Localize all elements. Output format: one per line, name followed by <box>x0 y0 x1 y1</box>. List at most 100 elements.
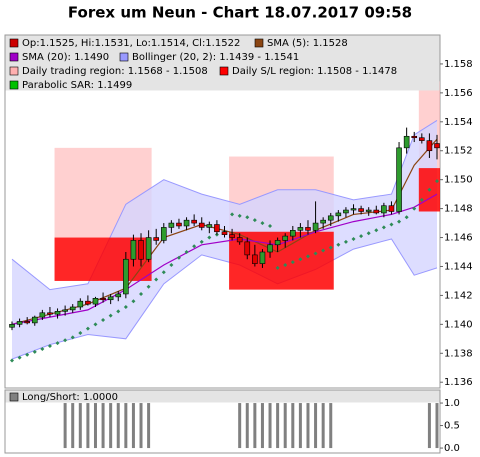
legend-box <box>5 390 440 403</box>
sar-dot <box>63 338 68 343</box>
y-tick-label: 0.5 <box>444 421 460 432</box>
bar <box>314 403 318 449</box>
bar <box>139 403 143 449</box>
candle-body <box>244 241 251 256</box>
legend-label: Parabolic SAR: 1.1499 <box>22 80 132 91</box>
legend-swatch <box>119 52 129 62</box>
candle-body <box>229 234 235 238</box>
y-tick-label: 1.148 <box>444 204 473 215</box>
sar-dot <box>359 234 364 239</box>
candle-body <box>259 251 266 264</box>
sar-dot <box>131 299 136 304</box>
candle-body <box>388 205 395 212</box>
candle-body <box>434 143 440 149</box>
sar-dot <box>268 223 273 228</box>
bar <box>329 403 333 449</box>
legend-swatch <box>219 66 229 76</box>
sar-dot <box>85 326 90 331</box>
y-tick-label: 1.136 <box>444 377 473 388</box>
bar <box>253 403 257 449</box>
candle-body <box>85 300 91 305</box>
chart-title: Forex um Neun - Chart 18.07.2017 09:58 <box>68 4 412 22</box>
candle-body <box>214 224 220 233</box>
candle-body <box>176 222 182 227</box>
sar-dot <box>381 225 386 230</box>
legend-swatch <box>9 66 19 76</box>
sar-dot <box>260 221 265 226</box>
candle-body <box>183 219 190 227</box>
sar-dot <box>343 239 348 244</box>
legend-swatch <box>9 80 19 90</box>
sar-dot <box>419 197 424 202</box>
candle-body <box>77 300 84 308</box>
sar-dot <box>10 358 14 363</box>
sar-dot <box>252 218 257 223</box>
sar-dot <box>397 219 402 224</box>
candle-body <box>373 209 380 214</box>
candle-body <box>31 316 38 324</box>
sar-dot <box>351 236 356 241</box>
candle-body <box>236 237 243 243</box>
bar <box>427 403 431 449</box>
candle-body <box>426 140 433 152</box>
candle-body <box>358 208 364 212</box>
candle-body <box>191 219 197 224</box>
candle-body <box>92 298 99 305</box>
candle-body <box>282 235 289 241</box>
sar-dot <box>237 213 242 218</box>
y-tick-label: 1.140 <box>444 319 473 330</box>
candle-body <box>138 240 144 260</box>
bar <box>276 403 280 449</box>
bar <box>291 403 295 449</box>
candle-body <box>365 209 372 212</box>
candle-body <box>419 137 425 141</box>
candle-body <box>396 147 402 212</box>
sar-dot <box>321 248 326 253</box>
sar-dot <box>305 254 310 259</box>
sar-dot <box>70 335 75 340</box>
bar <box>78 403 82 449</box>
candle-body <box>327 215 334 221</box>
candle-body <box>16 321 23 325</box>
candle-body <box>69 306 76 311</box>
bar <box>101 403 105 449</box>
candle-body <box>252 254 258 264</box>
y-tick-label: 0.0 <box>444 443 460 454</box>
sar-dot <box>283 263 288 268</box>
region <box>229 231 334 290</box>
legend-label: Daily trading region: 1.1568 - 1.1508 <box>22 66 208 77</box>
candle-body <box>221 231 228 235</box>
sar-dot <box>412 206 417 211</box>
bar <box>124 403 128 449</box>
candle-body <box>381 205 387 214</box>
y-tick-label: 1.138 <box>444 348 473 359</box>
candle-body <box>305 227 311 231</box>
candle-body <box>274 240 281 246</box>
sar-dot <box>207 235 212 240</box>
sar-dot <box>199 239 204 244</box>
sar-dot <box>366 231 371 236</box>
bar <box>306 403 310 449</box>
sar-dot <box>290 260 295 265</box>
candle-body <box>54 311 61 315</box>
y-tick-label: 1.142 <box>444 290 473 301</box>
candle-body <box>290 230 296 237</box>
candle-body <box>168 222 175 228</box>
candle-body <box>198 222 205 228</box>
y-tick-label: 1.158 <box>444 59 473 70</box>
sar-dot <box>245 215 250 220</box>
sar-dot <box>328 245 333 250</box>
candle-body <box>123 258 129 295</box>
bar <box>93 403 97 449</box>
candle-body <box>411 135 418 139</box>
candle-body <box>206 224 213 228</box>
sar-dot <box>154 277 159 282</box>
sar-dot <box>32 349 37 354</box>
candle-body <box>335 212 342 217</box>
sar-dot <box>78 331 83 336</box>
sar-dot <box>298 257 303 262</box>
bar <box>63 403 67 449</box>
y-tick-label: 1.152 <box>444 146 473 157</box>
bar <box>283 403 287 449</box>
